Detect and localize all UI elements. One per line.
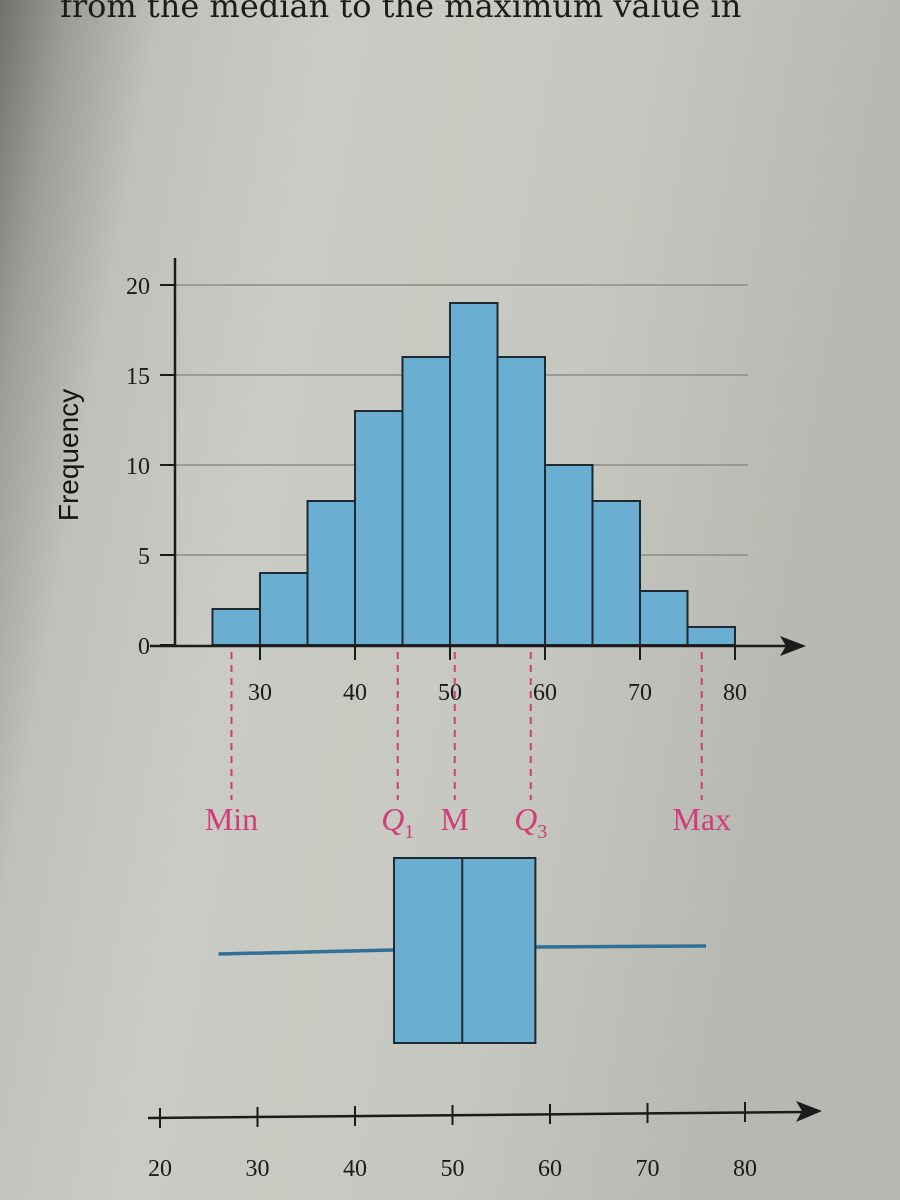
x-tick-label-30: 30 (248, 680, 272, 706)
histogram-bar-70-75 (639, 590, 689, 646)
boxplot-axis-arrow (796, 1101, 822, 1122)
x-tick-label-40: 40 (343, 680, 367, 706)
histogram-bar-55-60 (496, 356, 546, 646)
histogram-bar-35-40 (306, 500, 356, 646)
y-tick-label-0: 0 (138, 634, 150, 660)
histogram-bar-75-80 (686, 626, 736, 646)
y-tick-label-20: 20 (126, 274, 150, 300)
histogram: 0 5 10 15 20 30 40 50 60 70 80 Frequency (53, 258, 806, 706)
histogram-bar-50-55 (449, 302, 499, 646)
boxplot-upper-whisker (535, 944, 707, 949)
marker-label-m: M (441, 801, 469, 837)
x-tick-label-80: 80 (723, 680, 747, 706)
y-tick-label-15: 15 (126, 364, 150, 390)
histogram-bar-60-65 (544, 464, 594, 646)
marker-label-q1: Q1 (381, 801, 414, 843)
boxplot-tick-label-60: 60 (538, 1156, 562, 1182)
boxplot-tick-label-40: 40 (343, 1156, 367, 1182)
histogram-x-ticks: 30 40 50 60 70 80 (248, 646, 747, 706)
boxplot-tick-label-50: 50 (441, 1156, 465, 1182)
x-tick-label-60: 60 (533, 680, 557, 706)
x-tick-label-50: 50 (438, 680, 462, 706)
histogram-bar-45-50 (401, 356, 451, 646)
boxplot-axis: 20 30 40 50 60 70 80 (147, 1101, 822, 1182)
histogram-bar-30-35 (259, 572, 309, 646)
summary-markers: Min Q1 M Q3 Max (205, 652, 731, 843)
histogram-bar-65-70 (591, 500, 641, 646)
marker-label-q3: Q3 (514, 801, 547, 843)
page-top-text: from the median to the maximum value in (60, 0, 742, 25)
histogram-bar-40-45 (354, 410, 404, 646)
histogram-axes (150, 258, 806, 656)
histogram-bar-25-30 (211, 608, 261, 646)
marker-label-min: Min (205, 801, 258, 837)
y-tick-label-5: 5 (138, 544, 150, 570)
boxplot-tick-label-70: 70 (636, 1156, 660, 1182)
histogram-bars (211, 302, 736, 646)
x-tick-label-70: 70 (628, 680, 652, 706)
boxplot-axis-line (147, 1110, 806, 1120)
y-tick-label-10: 10 (126, 454, 150, 480)
x-axis-arrow (780, 636, 806, 656)
boxplot-lower-whisker (218, 948, 395, 956)
boxplot-tick-label-80: 80 (733, 1156, 757, 1182)
marker-label-max: Max (672, 801, 731, 837)
boxplot-tick-label-30: 30 (246, 1156, 270, 1182)
boxplot (218, 857, 707, 1044)
y-axis-label: Frequency (53, 389, 84, 521)
boxplot-box (393, 857, 537, 1044)
boxplot-tick-label-20: 20 (148, 1156, 172, 1182)
histogram-y-ticks: 0 5 10 15 20 (126, 274, 176, 660)
